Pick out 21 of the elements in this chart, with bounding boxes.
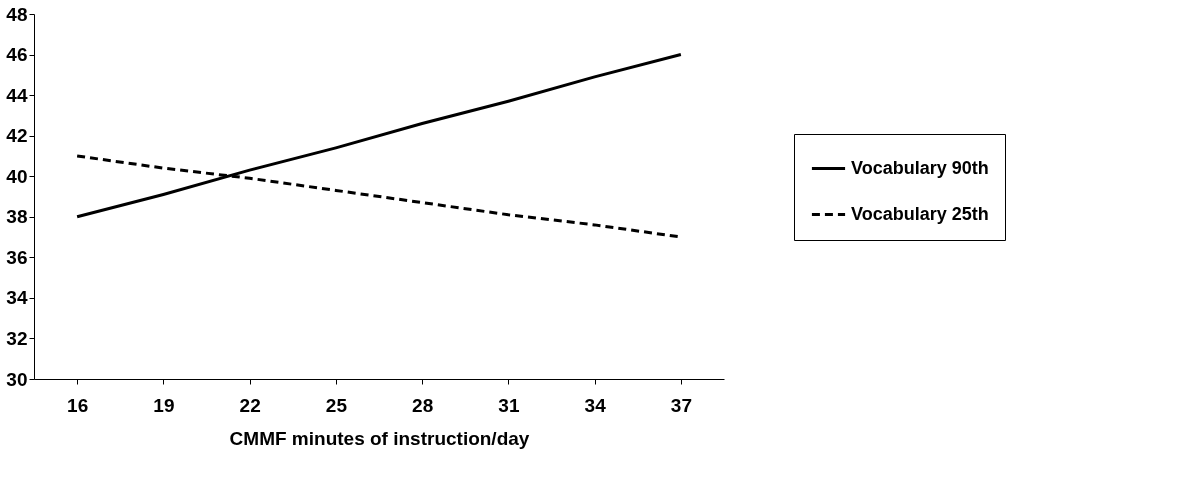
- x-tick-label: 37: [670, 394, 692, 416]
- x-tick-label: 34: [584, 394, 607, 416]
- y-tick-label: 34: [6, 287, 28, 309]
- y-tick-label: 32: [6, 327, 28, 349]
- y-tick-label: 48: [6, 3, 28, 25]
- x-axis-title: CMMF minutes of instruction/day: [229, 427, 530, 449]
- legend-label: Vocabulary 90th: [851, 157, 989, 178]
- x-tick-label: 28: [412, 394, 434, 416]
- y-tick-label: 36: [6, 246, 28, 268]
- x-tick-label: 19: [153, 394, 175, 416]
- y-tick-label: 40: [6, 165, 28, 187]
- legend-label: Vocabulary 25th: [851, 203, 989, 224]
- y-tick-label: 42: [6, 125, 28, 147]
- y-tick-label: 46: [6, 44, 28, 66]
- y-tick-label: 30: [6, 368, 28, 390]
- x-tick-label: 25: [325, 394, 348, 416]
- y-tick-label: 38: [6, 206, 28, 228]
- x-tick-label: 16: [67, 394, 89, 416]
- x-tick-label: 22: [239, 394, 261, 416]
- y-tick-label: 44: [6, 84, 28, 106]
- x-tick-label: 31: [498, 394, 520, 416]
